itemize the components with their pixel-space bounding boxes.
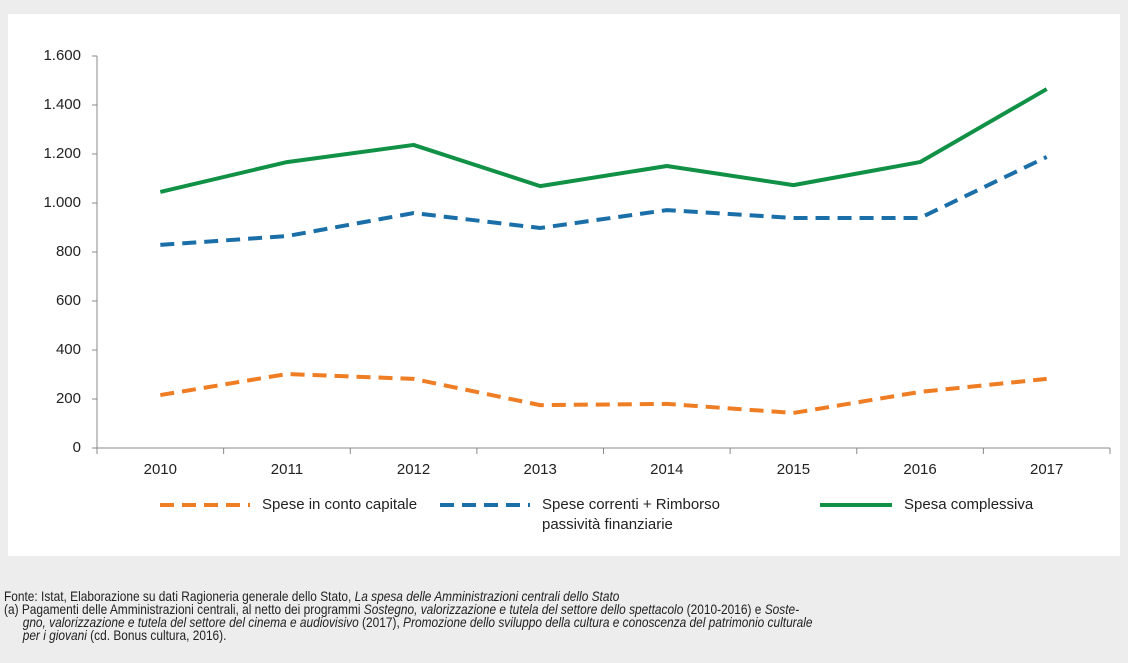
note-text: (a) Pagamenti delle Amministrazioni cent… — [4, 601, 364, 617]
y-tick-label: 0 — [73, 439, 81, 456]
note-text: (2010-2016) e — [683, 601, 765, 617]
y-tick-label: 400 — [56, 341, 81, 358]
legend-label: Spesa complessiva — [904, 496, 1034, 513]
note-text: La spesa delle Amministrazioni centrali … — [354, 588, 620, 604]
y-tick-label: 600 — [56, 292, 81, 309]
note-line: (a) Pagamenti delle Amministrazioni cent… — [4, 601, 1128, 617]
note-text: gno, valorizzazione e tutela del settore… — [22, 614, 359, 630]
y-tick-label: 1.200 — [43, 145, 81, 162]
x-tick-label: 2016 — [903, 461, 936, 478]
y-tick-label: 1.600 — [43, 47, 81, 64]
x-tick-label: 2013 — [524, 461, 557, 478]
legend-label: Spese correnti + Rimborso passività fina… — [542, 496, 720, 533]
note-line: gno, valorizzazione e tutela del settore… — [4, 614, 1128, 630]
chart-panel — [8, 14, 1120, 556]
note-text: Promozione dello sviluppo della cultura … — [403, 614, 813, 630]
series-line — [160, 155, 1048, 247]
x-tick-label: 2017 — [1030, 461, 1063, 478]
x-tick-label: 2011 — [271, 461, 303, 478]
y-tick-label: 200 — [56, 390, 81, 407]
note-line: per i giovani (cd. Bonus cultura, 2016). — [4, 627, 1128, 643]
series-line — [159, 372, 1047, 415]
note-text: Sostegno, valorizzazione e tutela del se… — [363, 601, 684, 617]
note-text: (2017), — [358, 614, 404, 630]
x-tick-label: 2015 — [777, 461, 810, 478]
note-text: Fonte: Istat, Elaborazione su dati Ragio… — [4, 588, 355, 604]
note-text: per i giovani — [22, 627, 87, 643]
note-line: Fonte: Istat, Elaborazione su dati Ragio… — [4, 588, 1128, 604]
y-tick-label: 800 — [56, 243, 81, 260]
legend-label: Spese in conto capitale — [262, 496, 418, 513]
y-tick-label: 1.000 — [43, 194, 81, 211]
series-line — [159, 87, 1048, 194]
x-tick-label: 2010 — [144, 461, 177, 478]
note-text: Soste- — [764, 601, 800, 617]
note-text: (cd. Bonus cultura, 2016). — [86, 627, 227, 643]
x-tick-label: 2012 — [397, 461, 430, 478]
y-tick-label: 1.400 — [43, 96, 81, 113]
notes: Fonte: Istat, Elaborazione su dati Ragio… — [4, 588, 1128, 643]
x-tick-label: 2014 — [650, 461, 683, 478]
